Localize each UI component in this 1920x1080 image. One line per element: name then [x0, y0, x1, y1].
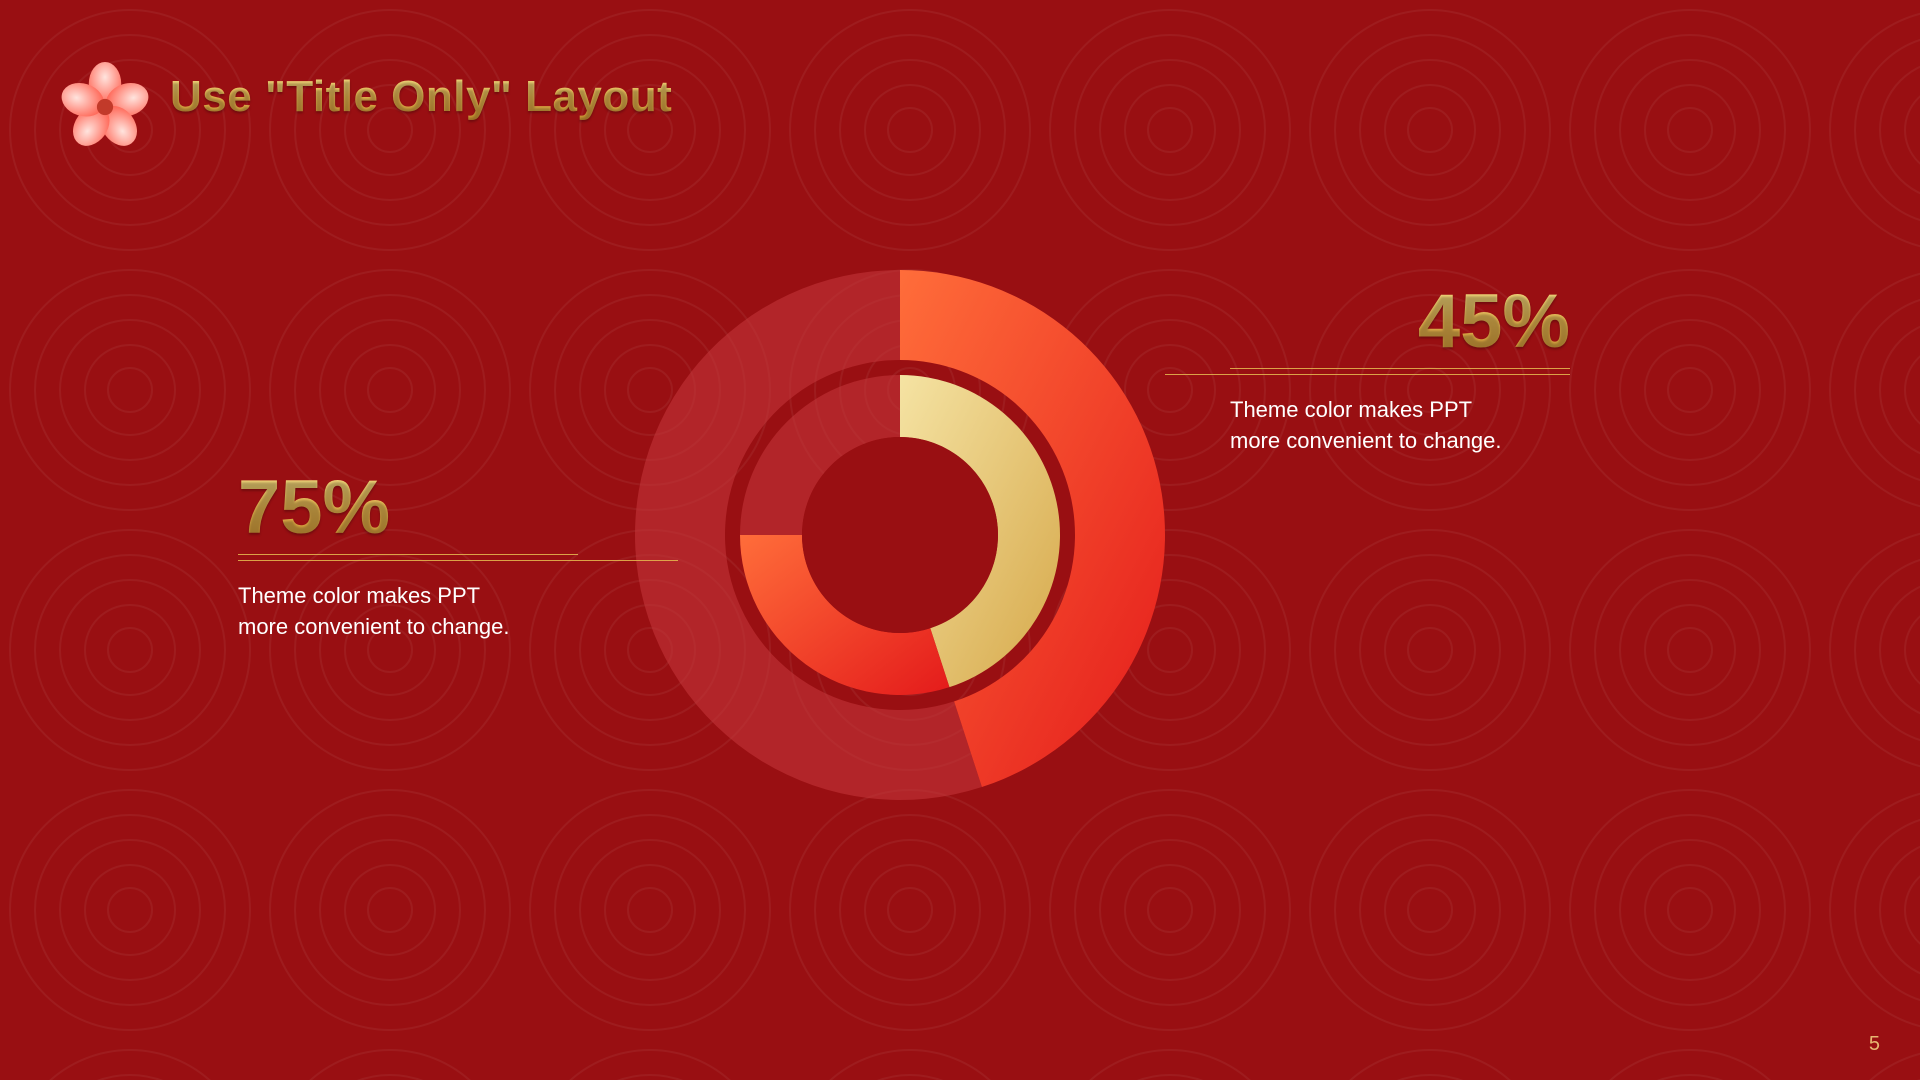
donut-chart	[635, 270, 1165, 800]
callout-desc-right: Theme color makes PPT more convenient to…	[1230, 395, 1570, 457]
callout-desc-left: Theme color makes PPT more convenient to…	[238, 581, 578, 643]
callout-rule-left	[238, 554, 578, 555]
page-number: 5	[1869, 1033, 1880, 1056]
callout-right: 45% Theme color makes PPT more convenien…	[1230, 282, 1570, 456]
donut-hole	[802, 437, 998, 633]
callout-rule-right	[1230, 368, 1570, 369]
slide-title: Use "Title Only" Layout	[170, 72, 672, 122]
callout-left: 75% Theme color makes PPT more convenien…	[238, 468, 578, 642]
percent-value-left: 75%	[238, 468, 578, 548]
flower-icon	[60, 62, 150, 152]
slide: Use "Title Only" Layout 45% Theme color …	[0, 0, 1920, 1080]
percent-value-right: 45%	[1230, 282, 1570, 362]
